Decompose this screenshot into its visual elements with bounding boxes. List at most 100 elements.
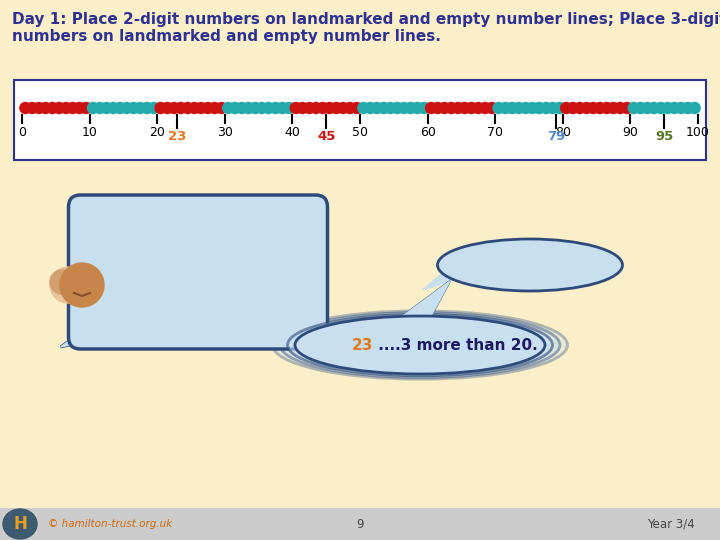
Circle shape [344,103,356,113]
Text: 23: 23 [168,131,186,144]
Circle shape [54,103,65,113]
Circle shape [88,103,99,113]
Circle shape [243,103,254,113]
Circle shape [635,103,646,113]
Circle shape [432,103,444,113]
Text: 20: 20 [149,125,165,138]
Text: 45: 45 [317,131,336,144]
Circle shape [534,103,544,113]
Circle shape [196,103,207,113]
Text: , and: , and [213,265,258,279]
Circle shape [385,103,396,113]
Text: 23: 23 [352,338,374,353]
Circle shape [642,103,653,113]
Text: 10: 10 [81,125,97,138]
Circle shape [108,103,119,113]
Text: ,: , [184,265,194,279]
Circle shape [588,103,599,113]
Circle shape [264,103,274,113]
Circle shape [290,103,301,113]
Circle shape [114,103,125,113]
Circle shape [595,103,606,113]
Ellipse shape [287,314,552,376]
Circle shape [94,103,105,113]
Text: Year 3/4: Year 3/4 [647,517,695,530]
Text: 60: 60 [420,125,436,138]
Circle shape [541,103,552,113]
Circle shape [473,103,484,113]
Circle shape [162,103,173,113]
Polygon shape [60,322,130,347]
Circle shape [182,103,193,113]
Circle shape [168,103,179,113]
Circle shape [50,270,74,294]
Circle shape [33,103,45,113]
Circle shape [230,103,240,113]
Circle shape [372,103,382,113]
Circle shape [364,103,376,113]
Text: 50: 50 [352,125,368,138]
Circle shape [60,263,104,307]
Text: numbers on landmarked and empty number lines.: numbers on landmarked and empty number l… [12,29,441,44]
Circle shape [50,267,86,303]
Circle shape [330,103,342,113]
FancyBboxPatch shape [0,508,720,540]
Text: Day 1: Place 2-digit numbers on landmarked and empty number lines; Place 3-digit: Day 1: Place 2-digit numbers on landmark… [12,12,720,27]
Ellipse shape [3,509,37,539]
Ellipse shape [295,316,545,374]
Text: Talk to your partner –: Talk to your partner – [114,225,282,239]
Circle shape [297,103,308,113]
Circle shape [148,103,159,113]
Circle shape [426,103,436,113]
Circle shape [81,103,91,113]
Text: © hamilton-trust.org.uk: © hamilton-trust.org.uk [48,519,172,529]
Circle shape [67,103,78,113]
Circle shape [378,103,389,113]
Text: 90: 90 [623,125,639,138]
Circle shape [405,103,416,113]
Circle shape [304,103,315,113]
Circle shape [601,103,612,113]
Circle shape [683,103,693,113]
Ellipse shape [280,313,560,377]
Text: the beaded line?: the beaded line? [132,285,264,299]
Circle shape [318,103,328,113]
Text: 45: 45 [135,265,155,279]
Circle shape [135,103,145,113]
Circle shape [155,103,166,113]
Circle shape [675,103,687,113]
Circle shape [486,103,498,113]
Text: 23: 23 [258,265,277,279]
FancyBboxPatch shape [68,195,328,349]
Circle shape [358,103,369,113]
Circle shape [412,103,423,113]
Circle shape [20,103,31,113]
Text: 0: 0 [18,125,26,138]
Circle shape [547,103,558,113]
Circle shape [270,103,281,113]
Circle shape [561,103,572,113]
Ellipse shape [272,311,567,379]
Polygon shape [400,281,450,318]
Circle shape [493,103,504,113]
Circle shape [500,103,511,113]
Circle shape [669,103,680,113]
Circle shape [629,103,639,113]
Circle shape [567,103,578,113]
Circle shape [513,103,524,113]
Circle shape [480,103,490,113]
Circle shape [338,103,348,113]
Circle shape [419,103,430,113]
Circle shape [466,103,477,113]
Circle shape [250,103,261,113]
Text: 79: 79 [547,131,565,144]
Circle shape [202,103,213,113]
Text: 9: 9 [356,517,364,530]
Circle shape [351,103,362,113]
Circle shape [284,103,294,113]
Text: 80: 80 [555,125,571,138]
Circle shape [520,103,531,113]
Text: H: H [13,515,27,533]
Circle shape [189,103,200,113]
Circle shape [216,103,227,113]
